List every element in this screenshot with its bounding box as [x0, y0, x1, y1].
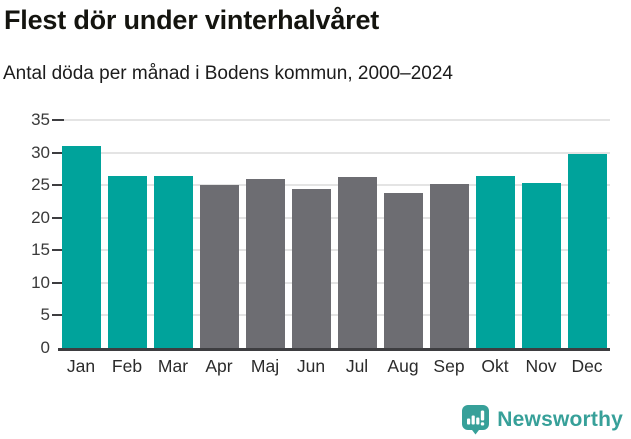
chart-subtitle: Antal döda per månad i Bodens kommun, 20… — [3, 63, 453, 84]
bar-nov — [521, 182, 561, 348]
y-tick-label-35: 35 — [31, 110, 50, 129]
x-tick-label-nov: Nov — [525, 356, 557, 376]
x-tick-label-okt: Okt — [481, 356, 509, 376]
x-tick-label-feb: Feb — [111, 356, 143, 376]
y-tick-label-20: 20 — [31, 207, 50, 227]
bar-chart-plot-area: 0 5 10 15 20 25 30 35 Jan Feb Mar Apr Maj Jun Jul Aug Se… — [31, 110, 610, 376]
bar-sep — [429, 183, 469, 348]
bar-okt — [475, 176, 515, 348]
y-tick-35 — [52, 119, 64, 121]
x-tick-label-jan: Jan — [66, 356, 96, 376]
x-tick-label-jun: Jun — [296, 356, 326, 376]
y-tick-label-30: 30 — [31, 142, 50, 162]
bar-maj — [245, 178, 285, 348]
y-tick-20 — [52, 216, 64, 219]
bar-dec — [567, 153, 607, 348]
bar-jul — [337, 176, 377, 348]
y-tick-label-0: 0 — [40, 338, 50, 357]
x-tick-label-mar: Mar — [157, 356, 189, 376]
newsworthy-branding: Newsworthy — [461, 404, 623, 435]
y-tick-label-5: 5 — [40, 305, 50, 325]
gridline-5 — [58, 314, 610, 317]
gridline-15 — [58, 249, 610, 252]
bar-aug — [383, 192, 423, 348]
newsworthy-logo-icon — [461, 404, 490, 435]
gridline-35 — [58, 119, 610, 121]
x-tick-label-aug: Aug — [387, 356, 419, 376]
y-tick-label-25: 25 — [31, 175, 50, 195]
bar-apr — [199, 184, 239, 348]
y-tick-30 — [52, 151, 64, 154]
bar-jan — [61, 146, 101, 348]
gridline-20 — [58, 216, 610, 219]
y-tick-10 — [52, 281, 64, 284]
x-tick-label-dec: Dec — [571, 356, 603, 376]
x-tick-label-apr: Apr — [205, 356, 233, 376]
newsworthy-logo-text: Newsworthy — [497, 407, 623, 431]
bar-jun — [291, 189, 331, 348]
gridline-30 — [58, 151, 610, 154]
chart-title: Flest dör under vinterhalvåret — [4, 5, 380, 35]
x-tick-label-maj: Maj — [250, 356, 280, 376]
y-tick-label-15: 15 — [31, 240, 50, 260]
bar-feb — [107, 176, 147, 348]
bar-mar — [153, 176, 193, 348]
gridline-25 — [58, 184, 610, 187]
x-tick-label-jul: Jul — [345, 356, 369, 376]
y-tick-5 — [52, 314, 64, 317]
x-tick-label-sep: Sep — [433, 356, 465, 376]
y-tick-15 — [52, 249, 64, 252]
gridline-10 — [58, 281, 610, 284]
y-tick-25 — [52, 184, 64, 187]
y-tick-label-10: 10 — [31, 272, 50, 292]
